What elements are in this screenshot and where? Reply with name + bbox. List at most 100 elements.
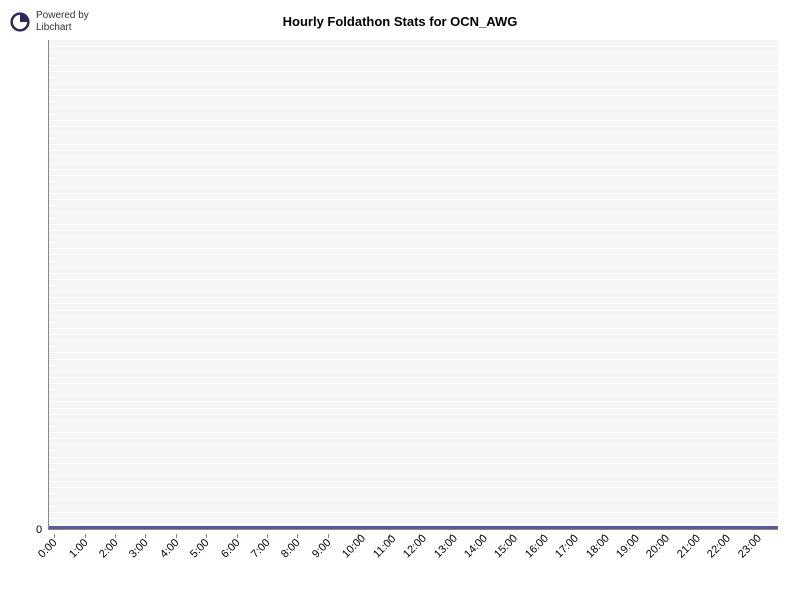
x-tick-label: 7:00 [249, 537, 273, 561]
grid-line [49, 328, 778, 329]
grid-line [49, 420, 778, 421]
grid-line [49, 163, 778, 164]
grid-line [49, 426, 778, 427]
grid-line [49, 359, 778, 360]
grid-line [49, 493, 778, 494]
grid-line [49, 481, 778, 482]
x-tick-label: 1:00 [67, 537, 91, 561]
grid-line [49, 230, 778, 231]
chart-title: Hourly Foldathon Stats for OCN_AWG [0, 14, 800, 29]
x-tick-label: 2:00 [97, 537, 121, 561]
grid-line [49, 340, 778, 341]
grid-line [49, 334, 778, 335]
x-tick-label: 8:00 [279, 537, 303, 561]
grid-line [49, 408, 778, 409]
grid-line [49, 52, 778, 53]
x-tick-label: 5:00 [188, 537, 212, 561]
grid-line [49, 310, 778, 311]
grid-line [49, 401, 778, 402]
grid-line [49, 303, 778, 304]
grid-line [49, 193, 778, 194]
grid-line [49, 316, 778, 317]
grid-line [49, 169, 778, 170]
x-tick [54, 534, 55, 538]
x-tick-label: 4:00 [158, 537, 182, 561]
x-tick-label: 0:00 [36, 537, 60, 561]
grid-line [49, 181, 778, 182]
grid-line [49, 506, 778, 507]
x-tick-label: 23:00 [736, 533, 764, 561]
x-tick-label: 21:00 [675, 533, 703, 561]
chart-plot-area [48, 40, 778, 530]
x-tick [297, 534, 298, 538]
grid-line [49, 279, 778, 280]
x-tick-label: 15:00 [492, 533, 520, 561]
x-tick-label: 16:00 [523, 533, 551, 561]
plot-background [48, 40, 778, 530]
grid-line [49, 156, 778, 157]
grid-line [49, 248, 778, 249]
grid-line [49, 365, 778, 366]
grid-line [49, 242, 778, 243]
grid-line [49, 95, 778, 96]
grid-line [49, 224, 778, 225]
x-tick-label: 19:00 [614, 533, 642, 561]
grid-line [49, 322, 778, 323]
grid-line [49, 132, 778, 133]
grid-line [49, 46, 778, 47]
grid-line [49, 261, 778, 262]
x-tick-label: 9:00 [310, 537, 334, 561]
grid-line [49, 414, 778, 415]
x-tick-label: 18:00 [584, 533, 612, 561]
grid-line [49, 218, 778, 219]
x-tick [206, 534, 207, 538]
grid-line [49, 58, 778, 59]
grid-line [49, 199, 778, 200]
grid-line [49, 187, 778, 188]
grid-line [49, 120, 778, 121]
grid-line [49, 297, 778, 298]
x-tick [237, 534, 238, 538]
grid-line [49, 346, 778, 347]
grid-line [49, 438, 778, 439]
y-tick-label: 0 [36, 524, 42, 536]
grid-line [49, 114, 778, 115]
x-tick-label: 17:00 [553, 533, 581, 561]
grid-line [49, 101, 778, 102]
x-tick-label: 10:00 [340, 533, 368, 561]
x-axis-labels: 0:001:002:003:004:005:006:007:008:009:00… [48, 534, 778, 584]
x-tick-label: 20:00 [644, 533, 672, 561]
grid-line [49, 89, 778, 90]
x-tick [328, 534, 329, 538]
grid-line [49, 524, 778, 525]
grid-line [49, 377, 778, 378]
x-tick-label: 11:00 [371, 533, 398, 560]
x-tick-label: 12:00 [401, 533, 429, 561]
grid-line [49, 273, 778, 274]
grid-line [49, 352, 778, 353]
grid-line [49, 144, 778, 145]
grid-line [49, 444, 778, 445]
grid-line [49, 77, 778, 78]
x-tick-label: 22:00 [705, 533, 733, 561]
grid-line [49, 463, 778, 464]
x-tick [85, 534, 86, 538]
grid-line [49, 175, 778, 176]
grid-line [49, 395, 778, 396]
grid-line [49, 469, 778, 470]
grid-line [49, 512, 778, 513]
base-line [49, 526, 778, 529]
x-tick [267, 534, 268, 538]
x-tick-label: 6:00 [219, 537, 243, 561]
grid-line [49, 71, 778, 72]
grid-line [49, 518, 778, 519]
grid-line [49, 383, 778, 384]
grid-line [49, 457, 778, 458]
grid-line [49, 65, 778, 66]
grid-line [49, 291, 778, 292]
grid-line [49, 126, 778, 127]
grid-line [49, 212, 778, 213]
x-tick-label: 14:00 [462, 533, 490, 561]
grid-line [49, 475, 778, 476]
x-tick-label: 13:00 [432, 533, 460, 561]
